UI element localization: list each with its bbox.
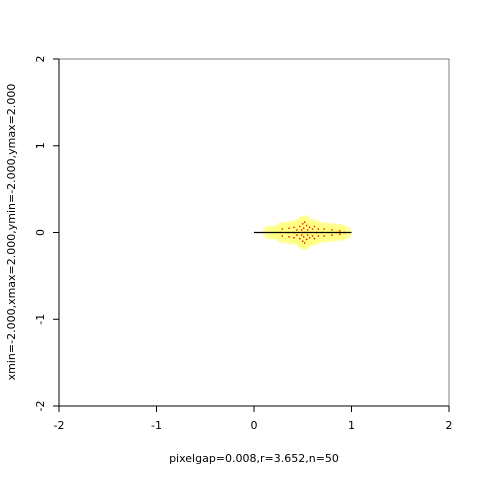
data-point-center: [303, 221, 306, 223]
data-point-center: [299, 225, 301, 228]
data-point-center: [303, 242, 306, 244]
data-point-center: [313, 237, 316, 240]
x-tick-label: 1: [348, 419, 355, 432]
data-point-center: [302, 236, 305, 238]
x-tick-label: 0: [251, 419, 258, 432]
data-point-center: [281, 228, 284, 230]
data-point-center: [317, 235, 320, 237]
x-axis-label: pixelgap=0.008,r=3.652,n=50: [169, 452, 339, 465]
data-point-center: [339, 233, 341, 236]
markers-layer: [262, 215, 352, 250]
data-point-center: [311, 228, 314, 230]
data-point-center: [302, 227, 305, 229]
data-point-center: [331, 234, 333, 236]
data-point-center: [299, 237, 301, 240]
data-point-center: [305, 238, 308, 241]
data-point-center: [300, 234, 303, 236]
y-axis: -2 -1 0 1 2: [34, 56, 60, 412]
x-tick-label: -2: [54, 419, 65, 432]
data-point-center: [305, 224, 308, 227]
x-tick-label: -1: [151, 419, 162, 432]
data-point-center: [308, 236, 311, 239]
data-point-center: [308, 226, 311, 229]
data-point-center: [323, 235, 326, 237]
data-point-center: [293, 226, 295, 229]
data-point-center: [323, 228, 326, 230]
data-point-center: [339, 229, 341, 232]
data-point-center: [281, 235, 284, 237]
y-tick-label: 1: [34, 142, 47, 149]
data-point-center: [301, 240, 304, 242]
data-point-center: [300, 229, 303, 231]
data-point-center: [296, 234, 298, 236]
y-tick-label: 2: [34, 56, 47, 63]
data-point-center: [288, 227, 290, 229]
y-tick-label: 0: [34, 229, 47, 236]
data-point-center: [306, 229, 309, 231]
data-point-center: [313, 225, 316, 228]
data-point-center: [331, 229, 333, 231]
data-point-center: [311, 235, 314, 237]
data-point-center: [301, 223, 304, 225]
data-point-center: [317, 228, 320, 230]
y-tick-label: -2: [34, 401, 47, 412]
y-axis-label: xmin=-2.000,xmax=2.000,ymin=-2.000,ymax=…: [5, 84, 18, 381]
data-point-center: [306, 234, 309, 236]
y-tick-label: -1: [34, 314, 47, 325]
data-point-center: [288, 236, 290, 238]
x-axis: -2 -1 0 1 2: [54, 405, 453, 432]
x-tick-label: 2: [446, 419, 453, 432]
data-point-center: [293, 236, 295, 239]
data-point-center: [296, 229, 298, 231]
